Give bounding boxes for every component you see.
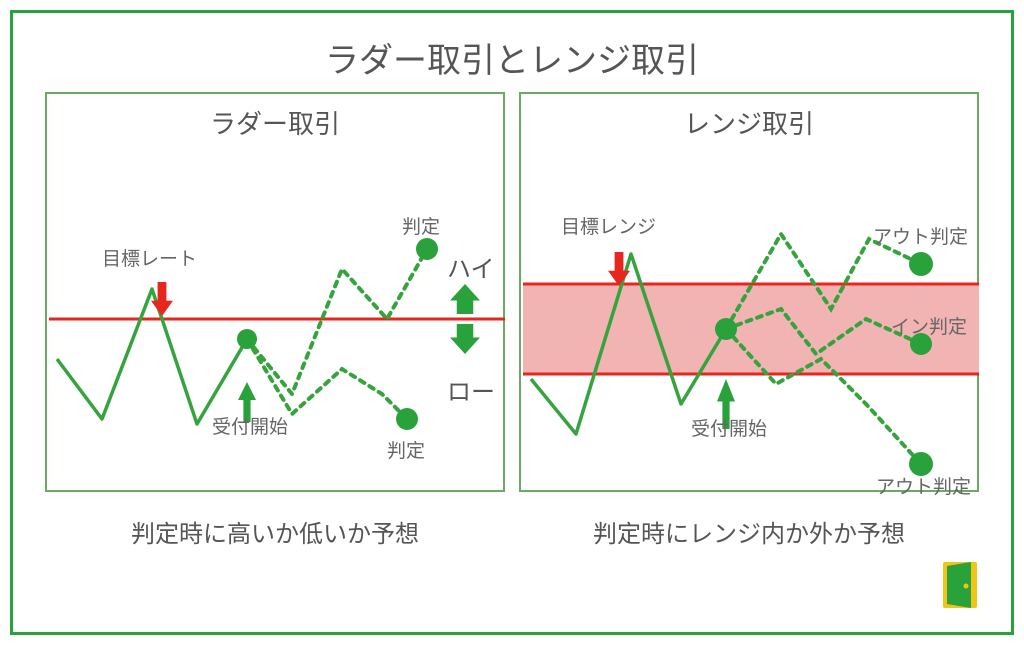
panel-right: レンジ取引 目標レンジ アウト判定 イン判定 アウト判定 受付開始 — [519, 92, 979, 492]
label-start-right: 受付開始 — [691, 414, 767, 441]
label-judge-lo: 判定 — [387, 436, 425, 463]
label-judge-hi: 判定 — [402, 212, 440, 239]
label-out-hi: アウト判定 — [873, 222, 968, 249]
label-start-left: 受付開始 — [212, 412, 288, 439]
panel-left: ラダー取引 目標レート 判定 判定 ハイ ロー 受付開始 — [45, 92, 505, 492]
panel-right-wrap: レンジ取引 目標レンジ アウト判定 イン判定 アウト判定 受付開始 判定時にレン… — [519, 92, 979, 549]
label-high: ハイ — [447, 249, 495, 284]
panel-right-caption: 判定時にレンジ内か外か予想 — [593, 514, 905, 549]
label-in: イン判定 — [891, 312, 967, 339]
label-low: ロー — [447, 372, 495, 407]
label-target-range: 目標レンジ — [561, 212, 656, 239]
panels-row: ラダー取引 目標レート 判定 判定 ハイ ロー 受付開始 判定時に高いか低いか予… — [13, 92, 1011, 549]
label-out-lo: アウト判定 — [876, 472, 971, 499]
label-target-rate: 目標レート — [102, 244, 197, 271]
panel-left-wrap: ラダー取引 目標レート 判定 判定 ハイ ロー 受付開始 判定時に高いか低いか予… — [45, 92, 505, 549]
main-title: ラダー取引とレンジ取引 — [13, 13, 1011, 92]
door-icon — [935, 558, 991, 614]
panel-left-caption: 判定時に高いか低いか予想 — [131, 514, 419, 549]
outer-frame: ラダー取引とレンジ取引 ラダー取引 目標レート 判定 判定 ハイ ロー 受付開始… — [10, 10, 1014, 635]
